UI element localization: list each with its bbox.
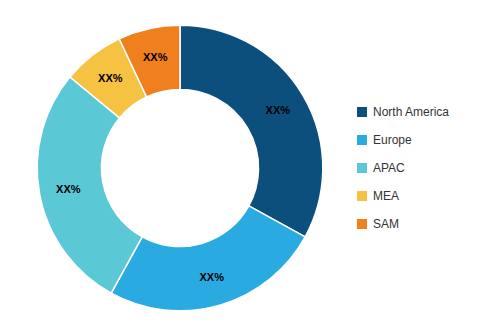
svg-text:North America: North America bbox=[373, 105, 449, 119]
svg-text:SAM: SAM bbox=[373, 217, 399, 231]
svg-text:XX%: XX% bbox=[143, 51, 168, 63]
svg-text:XX%: XX% bbox=[98, 72, 123, 84]
svg-text:XX%: XX% bbox=[199, 271, 224, 283]
svg-text:APAC: APAC bbox=[373, 161, 405, 175]
svg-text:Europe: Europe bbox=[373, 133, 412, 147]
svg-text:MEA: MEA bbox=[373, 189, 399, 203]
svg-text:XX%: XX% bbox=[266, 104, 291, 116]
svg-text:XX%: XX% bbox=[56, 183, 81, 195]
